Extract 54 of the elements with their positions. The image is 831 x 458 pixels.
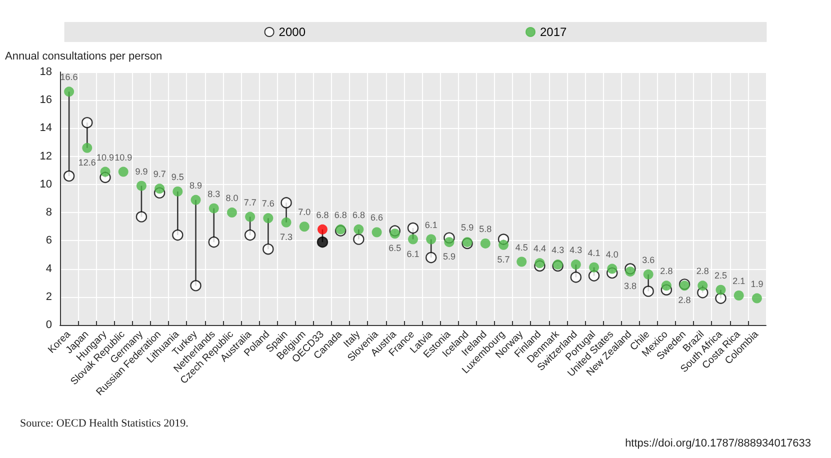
data-label: 6.8 [334, 210, 347, 220]
y-tick-label: 8 [46, 206, 52, 219]
data-label: 6.1 [406, 248, 420, 259]
data-label: 5.8 [479, 224, 492, 234]
data-label: 6.8 [316, 210, 329, 220]
data-label: 8.0 [226, 193, 238, 204]
y-tick-label: 12 [40, 150, 52, 162]
data-label: 12.6 [78, 157, 96, 168]
data-label: 9.9 [135, 166, 148, 176]
data-label: 6.8 [352, 210, 365, 220]
data-label: 8.9 [190, 180, 202, 190]
data-label: 2.8 [678, 295, 691, 306]
data-label: 5.9 [461, 222, 474, 233]
y-tick-label: 14 [40, 122, 52, 134]
y-tick-label: 16 [40, 94, 52, 106]
y-tick-label: 18 [40, 66, 52, 78]
data-label: 5.9 [442, 252, 456, 262]
data-label: 1.9 [750, 278, 764, 289]
data-label: 8.3 [208, 188, 220, 199]
data-label: 4.1 [588, 248, 600, 258]
data-label: 4.5 [515, 242, 528, 252]
y-tick-label: 2 [46, 290, 52, 303]
data-label: 4.4 [533, 244, 546, 254]
data-label: 16.6 [60, 72, 78, 82]
source-note: Source: OECD Health Statistics 2019. [20, 418, 189, 430]
legend-label: 2000 [278, 25, 306, 39]
data-label: 7.3 [280, 232, 293, 242]
data-label: 2.8 [660, 266, 673, 276]
y-tick-label: 10 [40, 178, 52, 190]
y-axis-title: Annual consultations per person [5, 50, 162, 62]
data-label: 7.6 [262, 198, 274, 209]
data-label: 3.8 [624, 281, 636, 292]
data-label: 4.0 [606, 249, 618, 260]
data-label: 5.7 [497, 254, 510, 264]
data-label: 10.9 [96, 152, 114, 162]
data-label: 2.1 [732, 276, 746, 286]
data-label: 3.6 [642, 254, 655, 265]
data-label: 7.7 [244, 197, 256, 208]
legend-label: 2017 [540, 25, 568, 39]
data-label: 6.1 [424, 220, 438, 230]
data-label: 4.3 [552, 245, 564, 256]
data-label: 4.3 [570, 245, 582, 256]
data-label: 9.5 [171, 172, 184, 182]
data-label: 9.7 [153, 169, 166, 180]
text: https://doi.org/10.1787/888934017633 [625, 438, 811, 450]
data-label: 6.6 [370, 212, 384, 223]
data-label: 6.5 [388, 243, 402, 254]
data-label: 10.9 [114, 152, 132, 162]
data-label: 2.8 [696, 266, 709, 276]
data-label: 2.5 [714, 270, 727, 280]
y-tick-label: 6 [46, 234, 52, 247]
y-tick-label: 0 [46, 319, 52, 331]
data-label: 7.0 [298, 207, 311, 218]
y-tick-label: 4 [46, 262, 52, 275]
